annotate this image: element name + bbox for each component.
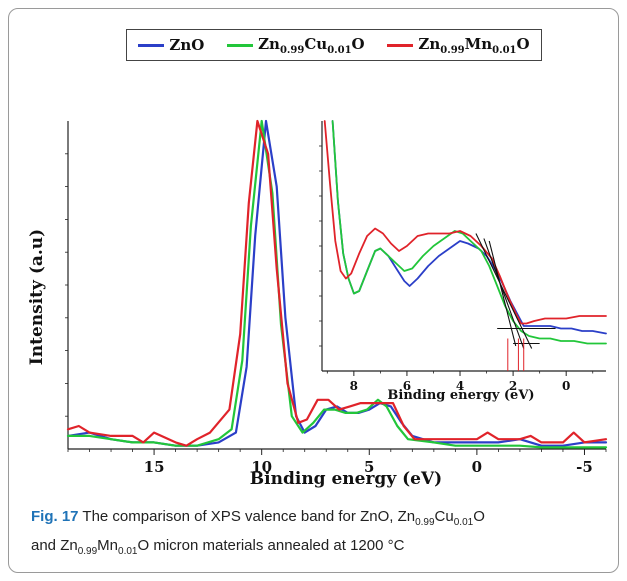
legend-item-mn: Zn0.99Mn0.01O (387, 34, 530, 56)
legend-swatch-cu (227, 43, 254, 47)
inset-series-line-zn0-99mn0-01o (323, 120, 607, 325)
chart-legend: ZnO Zn0.99Cu0.01O Zn0.99Mn0.01O (126, 29, 542, 61)
y-axis-label: Intensity (a.u) (27, 228, 47, 366)
inset-tangent-line-0 (475, 233, 533, 349)
main-series-line-zn0-99mn0-01o (66, 119, 608, 447)
x-axis-label: Binding energy (eV) (249, 469, 443, 489)
inset-x-tick-label-3: 2 (509, 379, 517, 393)
inset-background (320, 119, 606, 375)
inset-x-tick-label-4: 0 (562, 379, 570, 393)
caption-figure-label: Fig. 17 (31, 508, 79, 525)
main-x-tick-label-3: 0 (472, 458, 482, 476)
legend-label-mn: Zn0.99Mn0.01O (418, 34, 530, 56)
main-x-tick-label-4: -5 (576, 458, 593, 476)
main-x-tick-label-1: 10 (251, 458, 272, 476)
inset-tangent-line-1 (483, 238, 525, 349)
figure-caption: Fig. 17 The comparison of XPS valence ba… (31, 508, 485, 557)
inset-x-tick-label-2: 4 (456, 379, 464, 393)
main-series-line-zn0-99cu0-01o (66, 119, 608, 449)
legend-label-zno: ZnO (169, 36, 205, 54)
inset-x-axis-label: Binding energy (eV) (387, 388, 535, 403)
legend-item-cu: Zn0.99Cu0.01O (227, 35, 365, 56)
main-x-tick-label-2: 5 (364, 458, 374, 476)
inset-x-tick-label-1: 6 (403, 379, 411, 393)
legend-swatch-zno (138, 43, 165, 47)
chart: 15 10 5 0 -5 8 6 4 2 0 (65, 119, 608, 476)
figure-frame: 15 10 5 0 -5 8 6 4 2 0 ZnO Zn0.99Cu0.01O Zn0.99Mn… (8, 8, 619, 573)
legend-item-zno: ZnO (138, 36, 204, 54)
main-x-tick-label-0: 15 (144, 458, 165, 476)
legend-swatch-mn (387, 43, 414, 47)
inset-x-tick-label-0: 8 (350, 379, 358, 393)
legend-label-cu: Zn0.99Cu0.01O (258, 34, 365, 56)
inset-series-line-zn0-99cu0-01o (331, 120, 607, 345)
